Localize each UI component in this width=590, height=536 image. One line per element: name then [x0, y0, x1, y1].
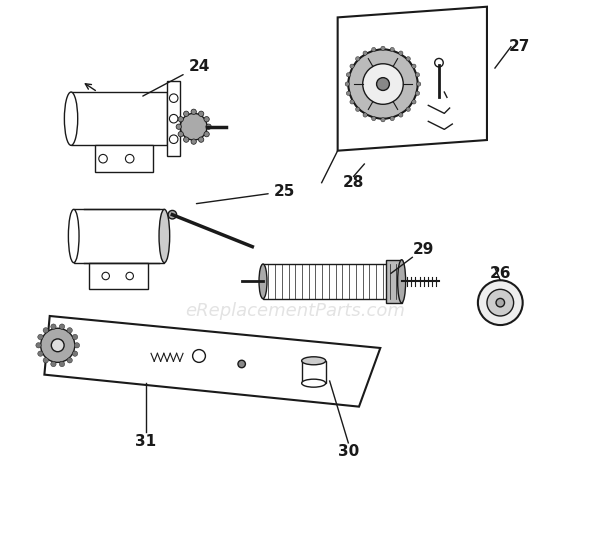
Circle shape — [60, 324, 65, 329]
Bar — [89, 263, 148, 289]
Circle shape — [178, 131, 183, 137]
Circle shape — [204, 116, 209, 122]
Circle shape — [363, 51, 367, 55]
Circle shape — [206, 124, 211, 129]
Circle shape — [183, 111, 189, 116]
Text: eReplacementParts.com: eReplacementParts.com — [185, 302, 405, 319]
Circle shape — [41, 328, 75, 362]
Circle shape — [38, 334, 43, 340]
Circle shape — [102, 272, 109, 280]
Bar — [263, 264, 402, 299]
Circle shape — [381, 117, 385, 122]
Circle shape — [198, 137, 204, 142]
Circle shape — [176, 124, 181, 129]
Circle shape — [496, 299, 504, 307]
Circle shape — [412, 100, 416, 104]
Ellipse shape — [159, 210, 170, 263]
Circle shape — [51, 361, 56, 367]
Circle shape — [178, 116, 183, 122]
Circle shape — [43, 327, 48, 333]
Circle shape — [191, 139, 196, 144]
Ellipse shape — [301, 357, 326, 365]
Circle shape — [73, 334, 78, 340]
Ellipse shape — [398, 260, 406, 303]
Circle shape — [415, 91, 419, 95]
Circle shape — [51, 324, 56, 329]
Circle shape — [38, 351, 43, 356]
Circle shape — [435, 58, 443, 67]
Circle shape — [169, 114, 178, 123]
Text: 24: 24 — [143, 59, 209, 96]
Circle shape — [406, 107, 411, 111]
Circle shape — [192, 349, 205, 362]
Circle shape — [67, 327, 73, 333]
Circle shape — [99, 154, 107, 163]
Circle shape — [345, 82, 349, 86]
Circle shape — [372, 47, 376, 51]
Circle shape — [415, 73, 419, 77]
Circle shape — [399, 51, 403, 55]
Circle shape — [363, 113, 367, 117]
Circle shape — [390, 47, 394, 51]
Text: 30: 30 — [337, 444, 359, 459]
Circle shape — [169, 135, 178, 144]
Circle shape — [356, 57, 360, 61]
Circle shape — [169, 94, 178, 102]
Text: 31: 31 — [135, 434, 156, 449]
Circle shape — [168, 211, 176, 219]
Text: 27: 27 — [509, 39, 530, 54]
Circle shape — [238, 360, 245, 368]
Circle shape — [399, 113, 403, 117]
Bar — [386, 260, 402, 303]
Ellipse shape — [301, 379, 326, 387]
Circle shape — [363, 64, 403, 105]
Circle shape — [390, 116, 394, 121]
Polygon shape — [337, 7, 487, 151]
Circle shape — [204, 131, 209, 137]
Circle shape — [198, 111, 204, 116]
Circle shape — [126, 154, 134, 163]
Circle shape — [406, 57, 411, 61]
Circle shape — [417, 82, 421, 86]
Text: 28: 28 — [343, 175, 365, 190]
Bar — [74, 210, 165, 263]
Circle shape — [350, 100, 354, 104]
Circle shape — [73, 351, 78, 356]
Circle shape — [74, 343, 80, 348]
Circle shape — [372, 116, 376, 121]
Bar — [167, 81, 181, 156]
Circle shape — [487, 289, 514, 316]
Text: 29: 29 — [412, 242, 434, 257]
Circle shape — [36, 343, 41, 348]
Circle shape — [181, 114, 207, 140]
Circle shape — [356, 107, 360, 111]
Polygon shape — [71, 92, 167, 145]
Circle shape — [376, 78, 389, 91]
Circle shape — [126, 272, 133, 280]
Ellipse shape — [64, 92, 78, 145]
Bar — [301, 361, 326, 383]
Circle shape — [381, 46, 385, 50]
Ellipse shape — [68, 210, 79, 263]
Polygon shape — [44, 316, 381, 407]
Circle shape — [348, 49, 418, 118]
Circle shape — [346, 73, 350, 77]
Bar — [95, 145, 153, 172]
Circle shape — [412, 64, 416, 68]
Circle shape — [51, 339, 64, 352]
Circle shape — [191, 109, 196, 114]
Circle shape — [60, 361, 65, 367]
Circle shape — [346, 91, 350, 95]
Text: 25: 25 — [196, 184, 295, 204]
Ellipse shape — [259, 264, 267, 299]
Circle shape — [43, 358, 48, 363]
Circle shape — [67, 358, 73, 363]
Circle shape — [183, 137, 189, 142]
Circle shape — [350, 64, 354, 68]
Circle shape — [478, 280, 523, 325]
Text: 26: 26 — [490, 266, 511, 281]
